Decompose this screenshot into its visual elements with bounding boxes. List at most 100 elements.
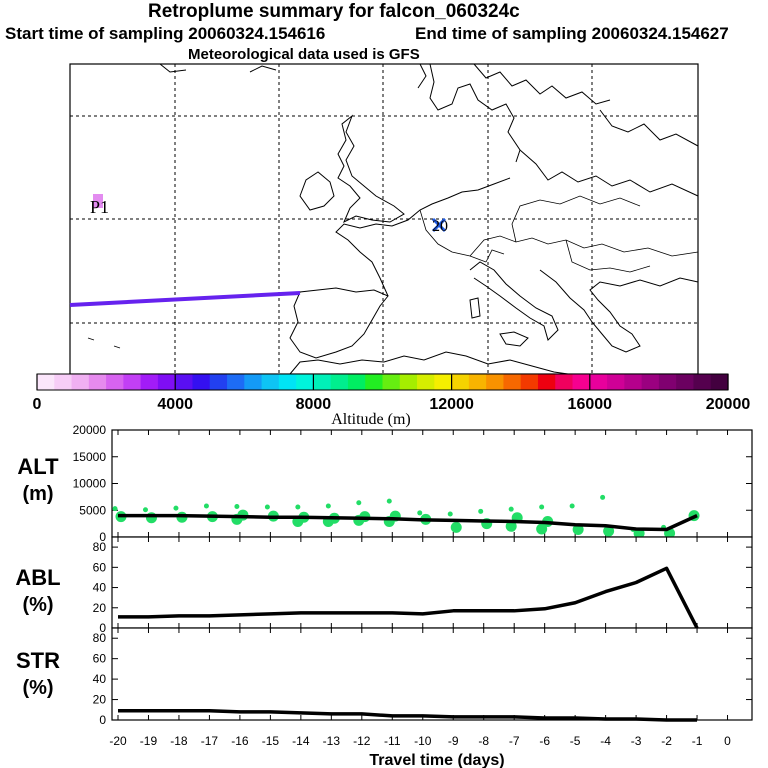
colorbar-cell xyxy=(486,374,505,390)
met-data-label: Meteorological data used is GFS xyxy=(188,46,420,63)
colorbar-cell xyxy=(417,374,435,390)
alt-particle-point xyxy=(173,505,179,511)
map-panel: 20 P1 xyxy=(69,63,699,375)
colorbar-tick-label: 0 xyxy=(33,396,42,413)
x-tick-label: -4 xyxy=(600,734,611,748)
chart-title: Retroplume summary for falcon_060324c xyxy=(148,1,520,22)
x-tick-label: -1 xyxy=(692,734,703,748)
alt-particle-point xyxy=(450,521,462,533)
x-tick-label: -5 xyxy=(570,734,581,748)
map-stroke-10 xyxy=(519,149,699,197)
colorbar-cell xyxy=(123,374,142,390)
alt-ylabel: ALT xyxy=(17,454,59,479)
alt-series-line xyxy=(118,513,698,532)
colorbar-cell xyxy=(192,374,211,390)
str-ylabel: (%) xyxy=(22,677,53,699)
map-stroke-29 xyxy=(87,337,95,341)
x-tick-label: 0 xyxy=(724,734,731,748)
colorbar-cell xyxy=(607,374,625,390)
colorbar-ticks xyxy=(36,374,729,390)
alt-particle-point xyxy=(264,504,270,510)
alt-particle-point xyxy=(203,503,209,509)
abl-ytick-label: 40 xyxy=(93,581,107,595)
colorbar-cell xyxy=(537,374,556,390)
map-stroke-16 xyxy=(469,261,559,341)
str-ytick-label: 60 xyxy=(93,652,107,666)
map-stroke-13 xyxy=(299,171,335,211)
colorbar-cell xyxy=(520,374,539,390)
map-stroke-28 xyxy=(485,249,505,263)
release-point-marker: 20 xyxy=(431,217,448,235)
alt-particle-point xyxy=(356,500,362,506)
x-tick-label: -15 xyxy=(262,734,280,748)
colorbar-cell xyxy=(676,374,695,390)
abl-ylabel: ABL xyxy=(15,565,60,590)
map-stroke-21 xyxy=(417,63,427,89)
x-tick-label: -8 xyxy=(478,734,489,748)
map-stroke-26 xyxy=(511,195,641,243)
colorbar-cell xyxy=(624,374,643,390)
colorbar-cell xyxy=(710,374,729,390)
colorbar-tick-label: 16000 xyxy=(568,396,613,413)
x-tick-label: -14 xyxy=(292,734,310,748)
alt-particle-point xyxy=(234,504,240,510)
alt-particle-point xyxy=(600,494,606,500)
map-stroke-11 xyxy=(599,109,699,147)
str-ytick-label: 80 xyxy=(93,631,107,645)
x-tick-label: -20 xyxy=(109,734,127,748)
alt-particle-point xyxy=(417,510,423,516)
alt-particle-point xyxy=(569,503,575,509)
alt-particle-point xyxy=(603,525,615,537)
abl-ytick-label: 0 xyxy=(99,621,106,635)
str-series-line xyxy=(118,709,698,722)
x-tick-label: -7 xyxy=(509,734,520,748)
map-stroke-14 xyxy=(289,287,389,359)
map-stroke-27 xyxy=(565,239,651,273)
colorbar-cell xyxy=(330,374,349,390)
x-tick-label: -9 xyxy=(448,734,459,748)
str-ytick-label: 40 xyxy=(93,672,107,686)
map-stroke-32 xyxy=(431,217,447,233)
colorbar-cell xyxy=(693,374,712,390)
map-stroke-23 xyxy=(249,65,277,73)
colorbar-cell xyxy=(434,374,453,390)
str-frame xyxy=(111,627,753,721)
map-stroke-24 xyxy=(419,209,487,263)
colorbar-cell xyxy=(88,374,107,390)
x-tick-label: -10 xyxy=(414,734,432,748)
colorbar-cell xyxy=(451,374,470,390)
map-stroke-22 xyxy=(159,63,187,73)
colorbar-cell xyxy=(296,374,314,390)
x-tick-label: -13 xyxy=(323,734,341,748)
colorbar-cell xyxy=(555,374,574,390)
colorbar-cells xyxy=(37,374,729,390)
alt-particle-point xyxy=(508,506,514,512)
plume-trajectory-line xyxy=(69,291,301,307)
alt-ytick-label: 10000 xyxy=(73,477,107,491)
colorbar-cell xyxy=(589,374,608,390)
str-ytick-label: 0 xyxy=(99,713,106,727)
x-axis: -20 -19 -18 -17 -16 -15 -14 -13 -12 -11 -10 -9 -8 -7-… xyxy=(109,734,731,748)
altitude-colorbar: 0 4000 8000 12000 16000 20000 Altitude (m) xyxy=(33,373,750,428)
coastlines xyxy=(87,63,699,375)
colorbar-cell xyxy=(209,374,228,390)
colorbar-cell xyxy=(37,374,55,390)
colorbar-cell xyxy=(365,374,384,390)
colorbar-cell xyxy=(468,374,487,390)
x-tick-label: -17 xyxy=(201,734,219,748)
alt-particle-point xyxy=(386,498,392,504)
x-tick-label: -11 xyxy=(384,734,401,748)
alt-particle-point xyxy=(572,524,584,536)
alt-particle-point xyxy=(539,504,545,510)
colorbar-cell xyxy=(54,374,73,390)
map-stroke-20 xyxy=(289,351,569,375)
colorbar-cell xyxy=(572,374,591,390)
plume-label-swatch xyxy=(93,194,103,208)
map-stroke-15 xyxy=(335,177,511,297)
alt-particle-point xyxy=(536,523,548,535)
alt-ytick-label: 20000 xyxy=(73,423,107,437)
alt-particle-point xyxy=(447,511,453,517)
abl-ytick-label: 20 xyxy=(93,601,107,615)
map-stroke-19 xyxy=(539,269,699,353)
